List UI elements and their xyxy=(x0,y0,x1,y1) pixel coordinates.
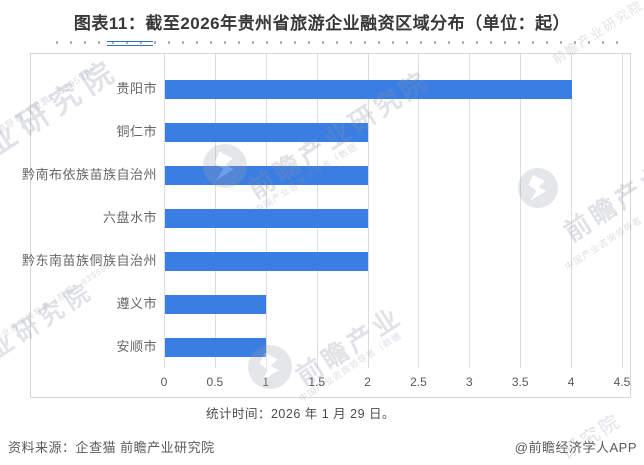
category-label: 安顺市 xyxy=(116,339,157,354)
x-tick-label: 3 xyxy=(465,375,473,389)
page-title: 图表11：截至2026年贵州省旅游企业融资区域分布（单位：起） xyxy=(73,14,571,33)
category-label: 贵阳市 xyxy=(116,81,157,96)
x-tick-label: 3.5 xyxy=(511,375,529,389)
x-tick-label: 1.5 xyxy=(308,375,325,389)
category-label: 黔东南苗族侗族自治州 xyxy=(21,253,157,268)
stat-time-footnote: 统计时间：2026 年 1 月 29 日。 xyxy=(205,407,396,421)
bar-铜仁市 xyxy=(164,123,369,142)
gridline xyxy=(520,54,522,368)
x-tick-label: 4 xyxy=(567,375,575,389)
gridline xyxy=(622,54,623,368)
gridline xyxy=(418,54,420,368)
gridline xyxy=(469,54,471,368)
category-label: 遵义市 xyxy=(116,296,157,311)
gridline xyxy=(367,54,369,368)
category-label: 六盘水市 xyxy=(102,210,157,225)
x-tick-label: 4.5 xyxy=(613,375,631,389)
category-label: 铜仁市 xyxy=(116,124,157,139)
x-tick-label: 2.5 xyxy=(410,375,427,389)
source-note: 资料来源：企查猫 前瞻产业研究院 xyxy=(8,440,215,455)
credit-note: @前瞻经济学人APP xyxy=(514,440,637,455)
bar-贵阳市 xyxy=(164,80,572,99)
x-tick-label: 0.5 xyxy=(206,375,224,389)
x-tick-label: 1 xyxy=(262,375,270,389)
bar-黔东南苗族侗族自治州 xyxy=(164,252,369,271)
bar-黔南布依族苗族自治州 xyxy=(164,166,369,185)
clipped-link-underline xyxy=(107,41,153,46)
gridline xyxy=(571,54,573,368)
bar-遵义市 xyxy=(164,295,267,314)
x-tick-label: 0 xyxy=(160,375,168,389)
x-tick-label: 2 xyxy=(364,375,371,389)
bar-安顺市 xyxy=(164,338,267,357)
bar-六盘水市 xyxy=(164,209,369,228)
category-label: 黔南布依族苗族自治州 xyxy=(21,167,157,182)
clipped-text-row xyxy=(56,41,620,44)
plot-area: 0 0.5 1 1.5 2 2.5 3 3.5 4 4.5 贵阳市铜仁市黔南布依族苗族自治州六盘水市… xyxy=(22,53,631,398)
